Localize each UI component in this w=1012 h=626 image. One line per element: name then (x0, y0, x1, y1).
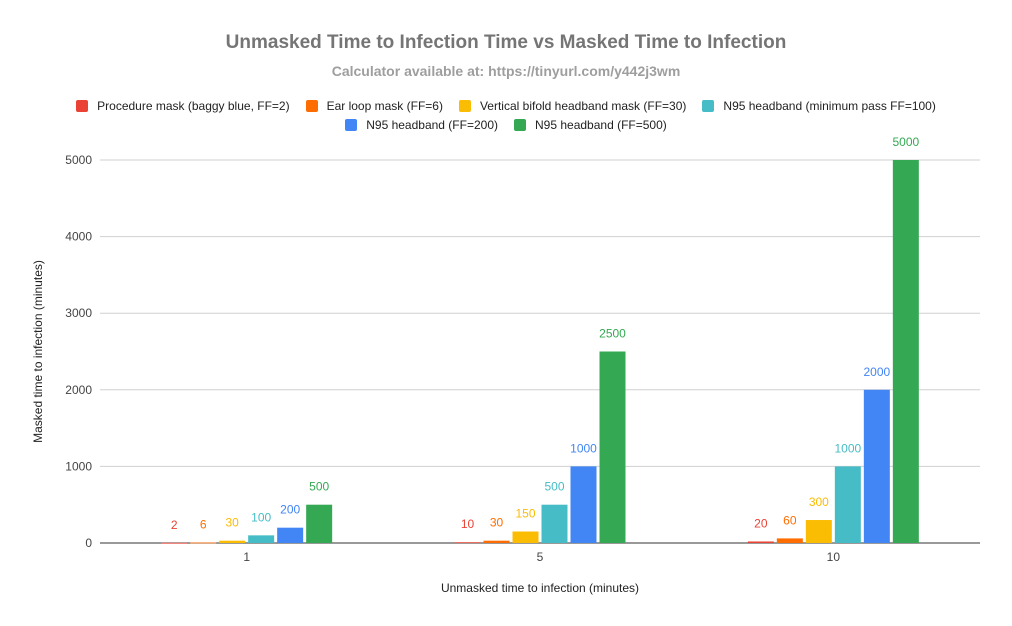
data-label: 2500 (599, 327, 626, 341)
data-label: 300 (809, 495, 829, 509)
bar (805, 520, 832, 543)
data-label: 1000 (834, 441, 861, 455)
legend-item: N95 headband (FF=200) (345, 118, 498, 132)
legend-item: N95 headband (minimum pass FF=100) (702, 99, 936, 113)
legend-label: Ear loop mask (FF=6) (326, 99, 443, 113)
data-label: 5000 (892, 135, 919, 149)
x-tick-label: 5 (537, 550, 544, 564)
data-label: 500 (309, 480, 329, 494)
legend-swatch (76, 100, 89, 112)
data-label: 30 (490, 516, 504, 530)
data-label: 6 (200, 518, 207, 532)
legend-item: Vertical bifold headband mask (FF=30) (458, 99, 687, 113)
bar (454, 542, 481, 544)
y-tick-label: 1000 (65, 459, 92, 473)
chart-title: Unmasked Time to Infection Time vs Maske… (225, 32, 787, 53)
bar (277, 527, 304, 543)
data-label: 20 (754, 516, 768, 530)
y-tick-label: 0 (85, 536, 92, 550)
legend-item: N95 headband (FF=500) (514, 118, 667, 132)
chart-subtitle: Calculator available at: https://tinyurl… (331, 63, 681, 79)
bar (599, 351, 626, 543)
data-label: 150 (515, 507, 535, 521)
legend-item: Procedure mask (baggy blue, FF=2) (76, 99, 290, 113)
bar (541, 504, 568, 543)
data-label: 2 (171, 518, 178, 532)
y-tick-label: 4000 (65, 230, 92, 244)
legend: Procedure mask (baggy blue, FF=2) Ear loo… (0, 99, 1012, 113)
bar (219, 540, 246, 543)
bar (306, 504, 333, 543)
bar (512, 531, 539, 543)
x-axis-title: Unmasked time to infection (minutes) (441, 581, 639, 595)
legend-item: Ear loop mask (FF=6) (305, 99, 443, 113)
data-label: 200 (280, 503, 300, 517)
data-label: 500 (544, 480, 564, 494)
legend-swatch (514, 119, 526, 131)
y-axis-title: Masked time to infection (minutes) (31, 260, 45, 443)
data-label: 1000 (570, 441, 597, 455)
bar (248, 535, 275, 543)
data-label: 60 (783, 513, 797, 527)
legend-label: Vertical bifold headband mask (FF=30) (479, 99, 687, 113)
bar (776, 538, 803, 543)
bar (892, 160, 919, 543)
bar (747, 541, 774, 543)
legend-label: Procedure mask (baggy blue, FF=2) (97, 99, 290, 113)
y-tick-label: 2000 (65, 383, 92, 397)
legend-label: N95 headband (FF=200) (366, 118, 498, 132)
bar (570, 466, 597, 543)
legend-label: N95 headband (FF=500) (535, 118, 667, 132)
data-label: 10 (461, 517, 475, 531)
legend-label: N95 headband (minimum pass FF=100) (723, 99, 936, 113)
data-label: 100 (251, 510, 271, 524)
legend-swatch (702, 100, 715, 112)
legend-row-2: N95 headband (FF=200) N95 headband (FF=50… (0, 118, 1012, 132)
bar (161, 542, 188, 544)
legend-swatch (305, 100, 318, 112)
bar (190, 542, 217, 544)
data-label: 30 (225, 516, 239, 530)
bar (863, 389, 890, 543)
legend-swatch (345, 119, 358, 131)
data-label: 2000 (863, 365, 890, 379)
bar (834, 466, 861, 543)
y-tick-label: 3000 (65, 306, 92, 320)
y-tick-label: 5000 (65, 153, 92, 167)
legend-swatch (458, 100, 471, 112)
x-tick-label: 1 (243, 550, 250, 564)
bar (483, 540, 510, 543)
x-tick-label: 10 (827, 550, 841, 564)
